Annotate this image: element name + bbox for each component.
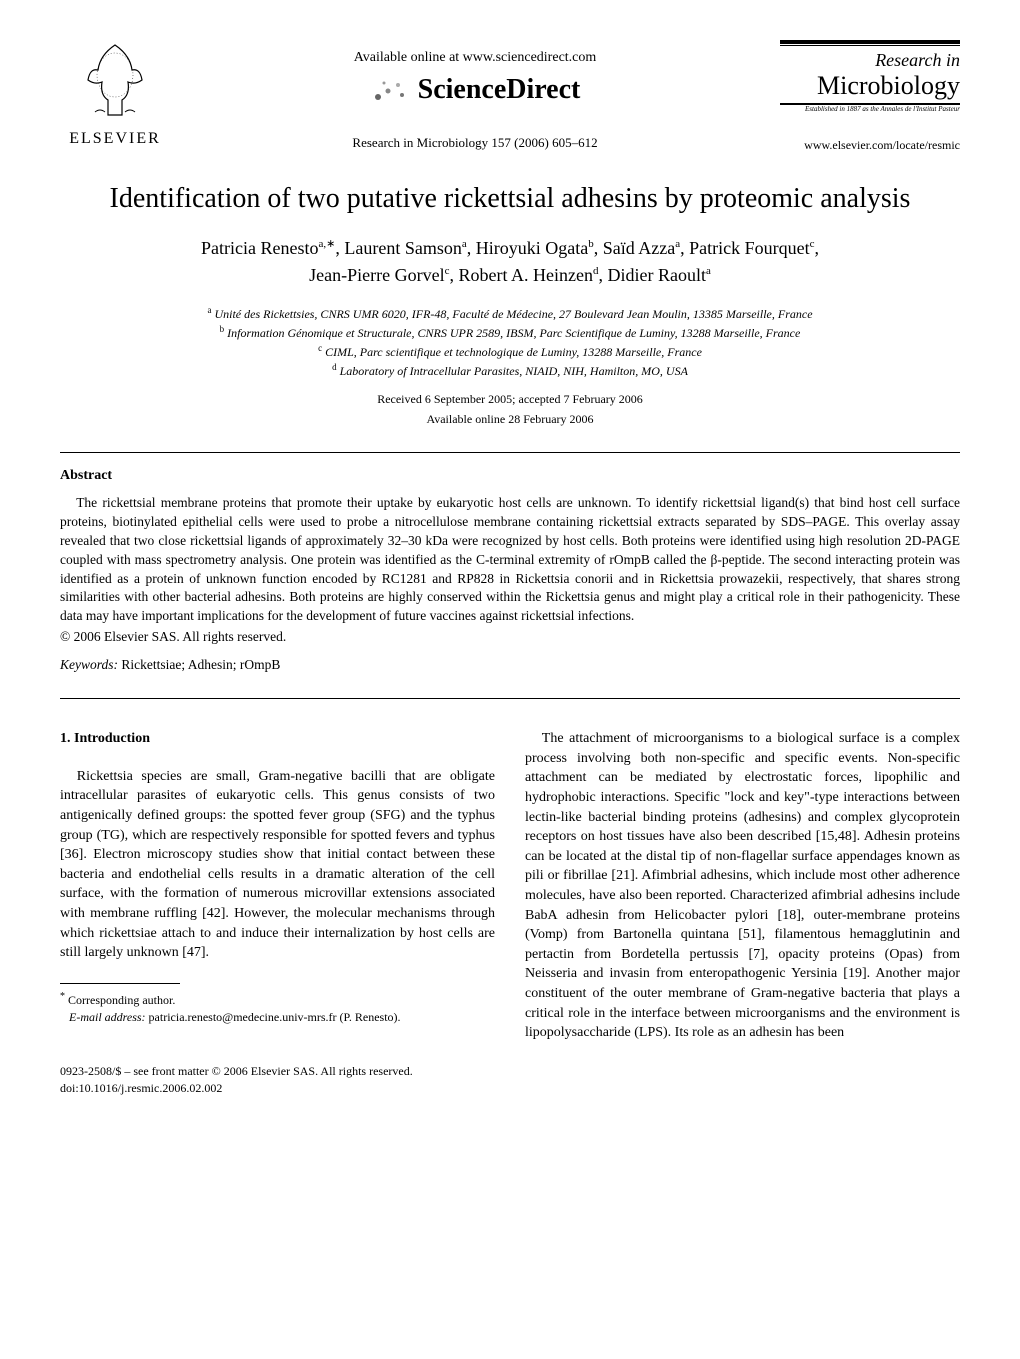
author-sep-1: , Laurent Samson bbox=[335, 238, 461, 258]
affiliation-a: Unité des Rickettsies, CNRS UMR 6020, IF… bbox=[214, 307, 812, 321]
author-sep-5: , bbox=[814, 238, 819, 258]
keywords: Keywords: Rickettsiae; Adhesin; rOmpB bbox=[60, 657, 960, 673]
author-sep-6: , Robert A. Heinzen bbox=[450, 265, 593, 285]
journal-url: www.elsevier.com/locate/resmic bbox=[780, 138, 960, 153]
affiliation-c: CIML, Parc scientifique et technologique… bbox=[325, 345, 702, 359]
author-sep-4: , Patrick Fourquet bbox=[680, 238, 809, 258]
two-column-body: 1. Introduction Rickettsia species are s… bbox=[60, 729, 960, 1043]
doi-line: doi:10.1016/j.resmic.2006.02.002 bbox=[60, 1080, 960, 1097]
header-row: ELSEVIER Available online at www.science… bbox=[60, 40, 960, 153]
available-online-text: Available online at www.sciencedirect.co… bbox=[170, 50, 780, 66]
abstract-text: The rickettsial membrane proteins that p… bbox=[60, 494, 960, 626]
author-6: Jean-Pierre Gorvel bbox=[309, 265, 444, 285]
corresponding-author: Corresponding author. bbox=[68, 993, 175, 1007]
email-address: patricia.renesto@medecine.univ-mrs.fr (P… bbox=[146, 1010, 401, 1024]
elsevier-logo: ELSEVIER bbox=[60, 40, 170, 148]
bottom-info: 0923-2508/$ – see front matter © 2006 El… bbox=[60, 1063, 960, 1097]
author-sep-7: , Didier Raoult bbox=[598, 265, 705, 285]
research-in-text: Research in bbox=[780, 50, 960, 71]
author-8-sup: a bbox=[706, 265, 711, 277]
online-date: Available online 28 February 2006 bbox=[60, 412, 960, 427]
intro-paragraph-1: Rickettsia species are small, Gram-negat… bbox=[60, 767, 495, 963]
center-header: Available online at www.sciencedirect.co… bbox=[170, 40, 780, 151]
microbiology-subtitle: Established in 1887 as the Annales de l'… bbox=[780, 105, 960, 113]
sciencedirect-icon bbox=[370, 75, 410, 105]
intro-heading: 1. Introduction bbox=[60, 729, 495, 749]
elsevier-tree-icon bbox=[80, 40, 150, 120]
divider-top bbox=[60, 452, 960, 453]
footnote-rule bbox=[60, 983, 180, 984]
footnote: * Corresponding author. E-mail address: … bbox=[60, 990, 495, 1026]
divider-bottom bbox=[60, 698, 960, 699]
affiliation-d: Laboratory of Intracellular Parasites, N… bbox=[340, 364, 688, 378]
affiliations: a Unité des Rickettsies, CNRS UMR 6020, … bbox=[60, 304, 960, 380]
elsevier-text: ELSEVIER bbox=[60, 130, 170, 148]
author-1-sup: a,∗ bbox=[319, 238, 336, 250]
abstract-heading: Abstract bbox=[60, 468, 960, 484]
intro-paragraph-2: The attachment of microorganisms to a bi… bbox=[525, 729, 960, 1043]
journal-box-rule bbox=[780, 40, 960, 46]
journal-reference: Research in Microbiology 157 (2006) 605–… bbox=[170, 135, 780, 151]
author-sep-2: , Hiroyuki Ogata bbox=[467, 238, 588, 258]
received-date: Received 6 September 2005; accepted 7 Fe… bbox=[60, 392, 960, 407]
journal-box: Research in Microbiology Established in … bbox=[780, 40, 960, 153]
email-label: E-mail address: bbox=[69, 1010, 146, 1024]
right-column: The attachment of microorganisms to a bi… bbox=[525, 729, 960, 1043]
keywords-label: Keywords: bbox=[60, 657, 118, 672]
left-column: 1. Introduction Rickettsia species are s… bbox=[60, 729, 495, 1043]
author-sep-3: , Saïd Azza bbox=[594, 238, 675, 258]
microbiology-text: Microbiology bbox=[780, 71, 960, 105]
sciencedirect-logo: ScienceDirect bbox=[370, 74, 581, 106]
sciencedirect-text: ScienceDirect bbox=[418, 74, 581, 106]
issn-line: 0923-2508/$ – see front matter © 2006 El… bbox=[60, 1063, 960, 1080]
authors: Patricia Renestoa,∗, Laurent Samson a , Hi… bbox=[60, 235, 960, 289]
affiliation-b: Information Génomique et Structurale, CN… bbox=[227, 326, 800, 340]
article-title: Identification of two putative rickettsi… bbox=[60, 183, 960, 215]
author-1: Patricia Renesto bbox=[201, 238, 318, 258]
copyright-text: © 2006 Elsevier SAS. All rights reserved… bbox=[60, 629, 960, 645]
keywords-text: Rickettsiae; Adhesin; rOmpB bbox=[118, 657, 280, 672]
